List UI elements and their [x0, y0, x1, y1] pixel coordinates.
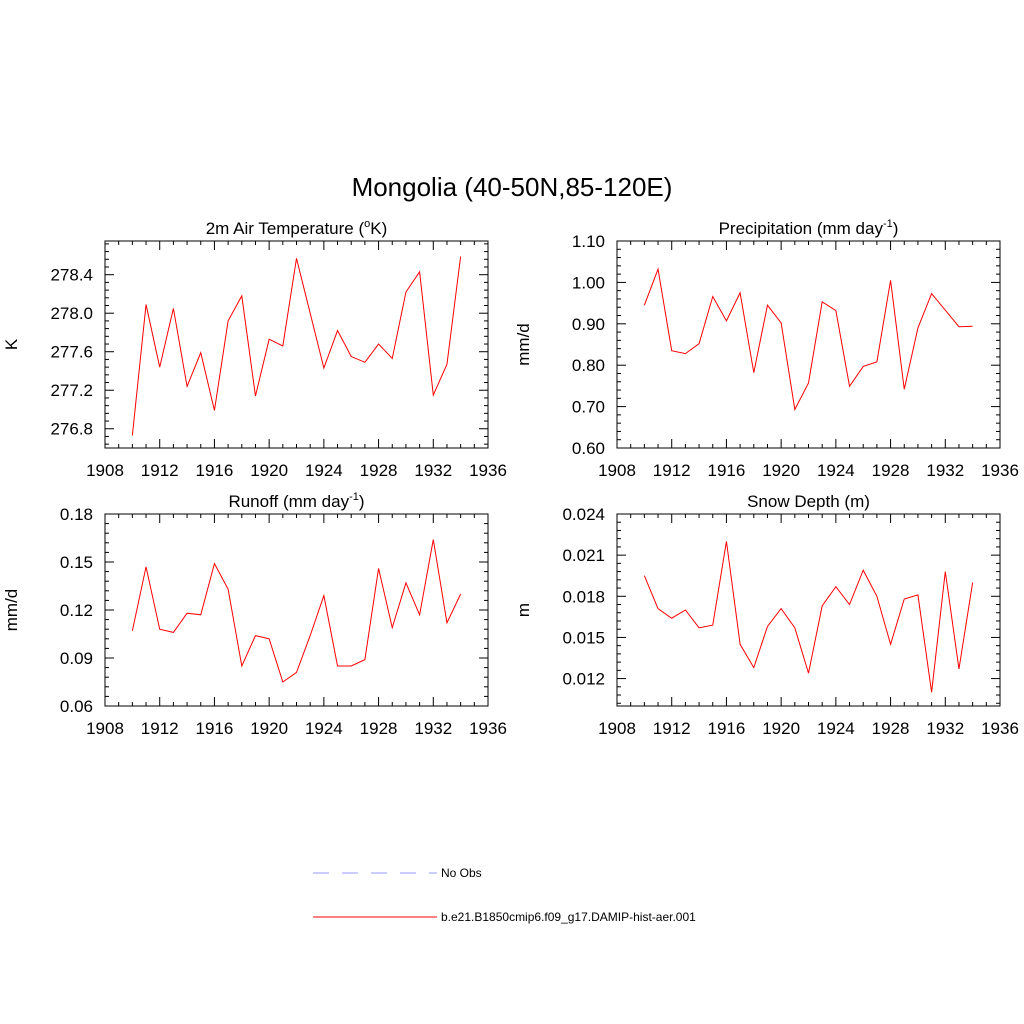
y-tick-label: 0.12: [60, 601, 93, 620]
series-line: [643, 541, 974, 693]
x-tick-label: 1928: [872, 461, 910, 480]
x-tick-label: 1936: [469, 719, 507, 738]
y-tick-label: 0.15: [60, 553, 93, 572]
x-tick-label: 1932: [926, 461, 964, 480]
panel-title-superscript: -1: [349, 491, 359, 503]
panel-title-suffix: ): [359, 492, 365, 511]
x-tick-label: 1916: [196, 461, 234, 480]
y-tick-label: 278.4: [50, 266, 93, 285]
y-tick-label: 0.021: [562, 546, 605, 565]
y-tick-label: 0.09: [60, 649, 93, 668]
x-tick-label: 1924: [305, 719, 343, 738]
y-tick-label: 277.6: [50, 343, 93, 362]
x-tick-label: 1912: [653, 461, 691, 480]
y-axis-label: m: [514, 603, 533, 617]
x-tick-label: 1908: [598, 719, 636, 738]
y-tick-label: 0.70: [572, 398, 605, 417]
x-tick-label: 1928: [360, 461, 398, 480]
x-tick-label: 1924: [305, 461, 343, 480]
y-tick-label: 0.015: [562, 628, 605, 647]
x-tick-label: 1916: [196, 719, 234, 738]
y-tick-label: 0.80: [572, 356, 605, 375]
x-tick-label: 1936: [469, 461, 507, 480]
panel-title-superscript: -1: [883, 218, 893, 230]
x-tick-label: 1912: [653, 719, 691, 738]
x-tick-label: 1912: [141, 719, 179, 738]
x-tick-label: 1924: [817, 719, 855, 738]
legend-label: No Obs: [441, 866, 482, 880]
x-tick-label: 1908: [86, 461, 124, 480]
panel-title: Precipitation (mm day-1): [719, 218, 899, 238]
panel-title: 2m Air Temperature (oK): [206, 218, 388, 238]
x-tick-label: 1920: [250, 461, 288, 480]
y-axis-label: mm/d: [514, 323, 533, 366]
y-tick-label: 276.8: [50, 420, 93, 439]
panel-title-text: Snow Depth (m): [747, 492, 870, 511]
x-tick-label: 1932: [414, 461, 452, 480]
x-tick-label: 1912: [141, 461, 179, 480]
panel-4: Snow Depth (m) m 1908 1912 1916 1920 1924 1928 1…: [514, 492, 1019, 738]
y-tick-label: 0.024: [562, 505, 605, 524]
x-tick-label: 1936: [981, 719, 1019, 738]
y-tick-label: 0.18: [60, 505, 93, 524]
y-tick-label: 0.06: [60, 697, 93, 716]
panel-title: Snow Depth (m): [747, 492, 870, 511]
x-tick-label: 1924: [817, 461, 855, 480]
y-tick-label: 0.60: [572, 439, 605, 458]
panel-title-text: Precipitation (mm day: [719, 219, 884, 238]
y-axis-label: mm/d: [2, 589, 21, 632]
y-tick-label: 277.2: [50, 381, 93, 400]
legend-entry: b.e21.B1850cmip6.f09_g17.DAMIP-hist-aer.…: [313, 910, 696, 924]
x-tick-label: 1928: [360, 719, 398, 738]
y-tick-label: 0.018: [562, 587, 605, 606]
panel-title: Runoff (mm day-1): [228, 491, 364, 511]
x-tick-label: 1928: [872, 719, 910, 738]
panel-title-superscript: o: [364, 218, 370, 230]
panel-2: Precipitation (mm day-1) mm/d 1908 1912 1916…: [514, 218, 1019, 480]
panel-3: Runoff (mm day-1) mm/d 1908 1912 1916 1920 192…: [2, 491, 507, 738]
series-line: [643, 267, 973, 412]
x-tick-label: 1916: [708, 719, 746, 738]
series-line: [131, 539, 462, 683]
series-line: [131, 256, 462, 436]
y-tick-label: 1.00: [572, 273, 605, 292]
x-tick-label: 1920: [762, 719, 800, 738]
y-tick-label: 0.90: [572, 315, 605, 334]
y-tick-label: 1.10: [572, 232, 605, 251]
panel-title-text: Runoff (mm day: [228, 492, 349, 511]
y-tick-label: 278.0: [50, 304, 93, 323]
panels: 2m Air Temperature (oK) K 1908 1912 1916 1920…: [2, 218, 1019, 738]
panel-1: 2m Air Temperature (oK) K 1908 1912 1916 1920…: [2, 218, 507, 480]
x-tick-label: 1920: [250, 719, 288, 738]
y-tick-label: 0.012: [562, 670, 605, 689]
panel-title-text: 2m Air Temperature (: [206, 219, 365, 238]
legend: No Obs b.e21.B1850cmip6.f09_g17.DAMIP-his…: [313, 866, 696, 924]
legend-entry: No Obs: [313, 866, 482, 880]
y-axis-label: K: [2, 338, 21, 350]
x-tick-label: 1908: [86, 719, 124, 738]
panel-title-suffix: ): [893, 219, 899, 238]
legend-label: b.e21.B1850cmip6.f09_g17.DAMIP-hist-aer.…: [441, 910, 696, 924]
x-tick-label: 1932: [926, 719, 964, 738]
x-tick-label: 1908: [598, 461, 636, 480]
x-tick-label: 1932: [414, 719, 452, 738]
x-tick-label: 1920: [762, 461, 800, 480]
x-tick-label: 1936: [981, 461, 1019, 480]
panel-title-suffix: K): [370, 219, 387, 238]
figure-title: Mongolia (40-50N,85-120E): [352, 172, 673, 202]
x-tick-label: 1916: [708, 461, 746, 480]
